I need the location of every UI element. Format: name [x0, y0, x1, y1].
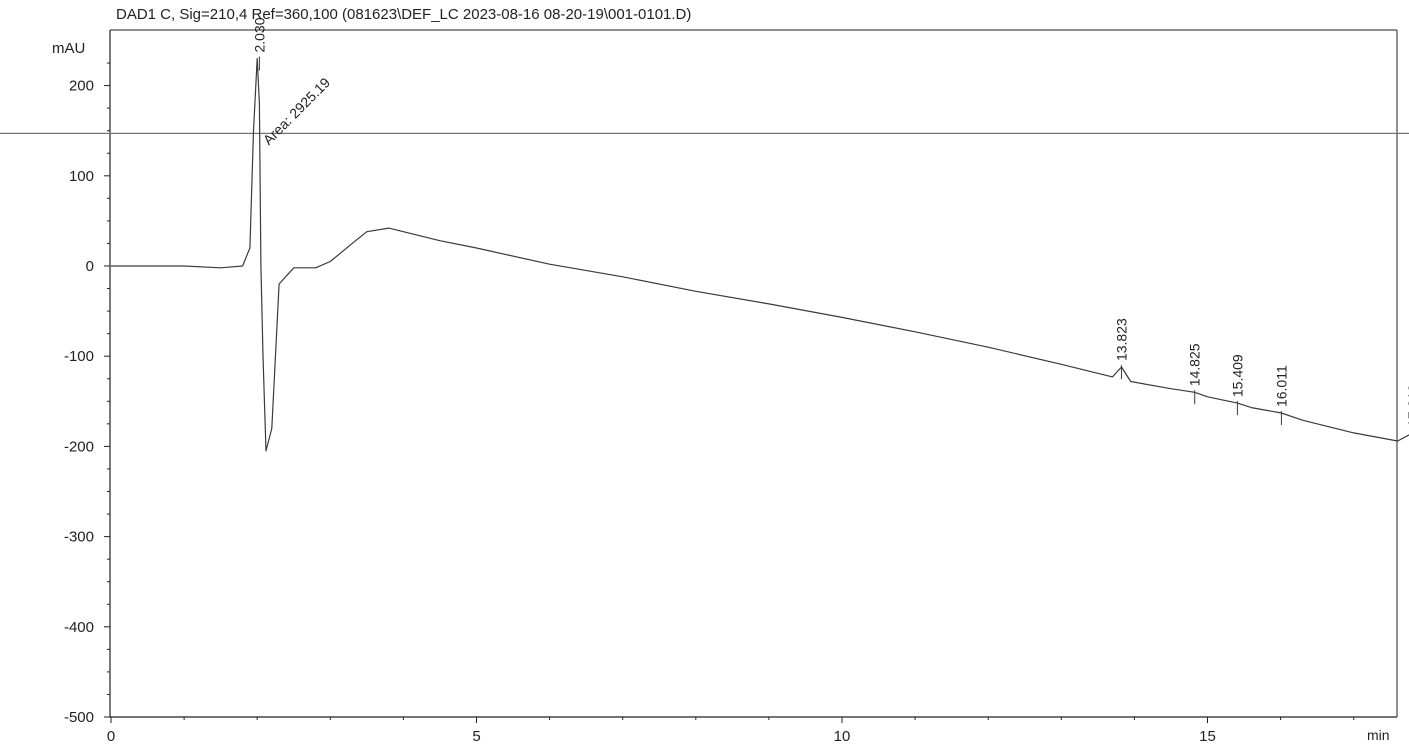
chart-title: DAD1 C, Sig=210,4 Ref=360,100 (081623\DE…: [116, 6, 692, 23]
peak-label: 16.011: [1273, 365, 1289, 407]
peak-label: 14.825: [1187, 343, 1203, 386]
x-tick-label: 10: [834, 728, 851, 745]
peak-label: 2.030: [251, 17, 267, 52]
x-axis-unit: min: [1367, 727, 1390, 743]
chromatogram-trace: [111, 57, 1409, 452]
y-axis-unit: mAU: [52, 40, 86, 57]
y-tick-label: 200: [69, 78, 94, 95]
y-tick-label: 100: [69, 168, 94, 185]
area-annotation: Area: 2925.19: [260, 74, 334, 148]
y-tick-label: 0: [86, 258, 94, 275]
y-tick-label: -500: [64, 709, 94, 726]
y-tick-label: -400: [64, 619, 94, 636]
x-tick-label: 15: [1199, 728, 1216, 745]
x-tick-label: 0: [107, 728, 115, 745]
y-tick-label: -200: [64, 438, 94, 455]
y-tick-label: -300: [64, 529, 94, 546]
peak-label: 17.810: [1405, 384, 1409, 427]
y-tick-label: -100: [64, 348, 94, 365]
peak-label: 13.823: [1113, 318, 1129, 361]
x-tick-label: 5: [472, 728, 480, 745]
peak-label: 15.409: [1229, 354, 1245, 397]
